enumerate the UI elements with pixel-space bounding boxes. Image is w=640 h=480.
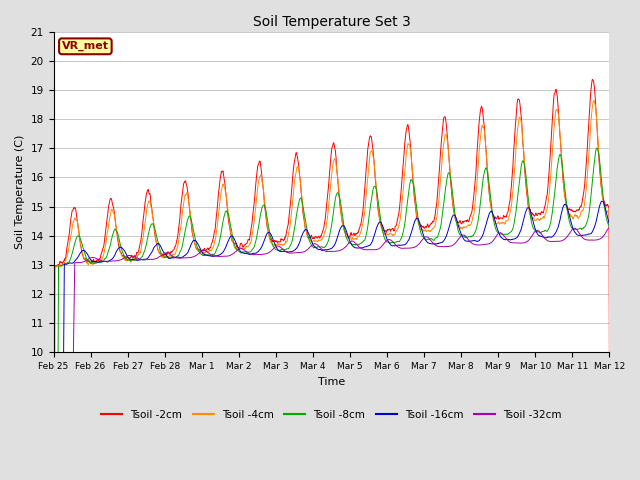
Line: Tsoil -2cm: Tsoil -2cm [54,79,609,392]
Tsoil -8cm [50,414,58,420]
Tsoil -4cm [172,248,180,254]
Tsoil -4cm [508,195,516,201]
Tsoil -8cm [605,223,613,229]
Tsoil -2cm [605,351,613,357]
Tsoil -4cm [417,227,424,233]
Tsoil -32cm [605,224,613,230]
Tsoil -32cm [556,238,564,244]
Tsoil -4cm [605,211,613,217]
Tsoil -2cm [172,240,180,246]
Tsoil -4cm [50,390,58,396]
Tsoil -32cm [417,239,424,245]
Tsoil -4cm [268,240,275,246]
Tsoil -2cm [589,76,596,82]
Tsoil -16cm [417,223,424,228]
Line: Tsoil -4cm: Tsoil -4cm [54,100,609,393]
Tsoil -4cm [556,131,564,136]
Tsoil -32cm [268,248,275,253]
Tsoil -8cm [172,253,180,259]
Tsoil -8cm [556,152,564,157]
Tsoil -2cm [417,223,424,229]
Line: Tsoil -32cm: Tsoil -32cm [54,227,609,441]
Line: Tsoil -8cm: Tsoil -8cm [54,148,609,417]
Tsoil -16cm [172,254,180,260]
Tsoil -32cm [50,438,58,444]
Tsoil -4cm [590,97,598,103]
Tsoil -32cm [172,255,180,261]
Tsoil -2cm [268,237,275,242]
Title: Soil Temperature Set 3: Soil Temperature Set 3 [253,15,410,29]
Tsoil -16cm [268,233,275,239]
Legend: Tsoil -2cm, Tsoil -4cm, Tsoil -8cm, Tsoil -16cm, Tsoil -32cm: Tsoil -2cm, Tsoil -4cm, Tsoil -8cm, Tsoi… [97,406,566,424]
Tsoil -2cm [508,174,516,180]
X-axis label: Time: Time [318,377,345,387]
Tsoil -8cm [282,247,289,253]
Tsoil -32cm [282,249,289,254]
Tsoil -8cm [268,239,275,244]
Tsoil -16cm [598,198,606,204]
Tsoil -16cm [556,217,564,223]
Y-axis label: Soil Temperature (C): Soil Temperature (C) [15,135,25,249]
Line: Tsoil -16cm: Tsoil -16cm [54,201,609,454]
Tsoil -16cm [50,451,58,457]
Tsoil -16cm [282,249,289,254]
Tsoil -2cm [556,132,564,138]
Tsoil -2cm [50,389,58,395]
Text: VR_met: VR_met [62,41,109,51]
Tsoil -4cm [282,240,289,246]
Tsoil -8cm [593,145,600,151]
Tsoil -8cm [417,229,424,235]
Tsoil -16cm [605,221,613,227]
Tsoil -8cm [508,227,516,233]
Tsoil -32cm [508,240,516,246]
Tsoil -2cm [282,235,289,241]
Tsoil -16cm [508,237,516,242]
